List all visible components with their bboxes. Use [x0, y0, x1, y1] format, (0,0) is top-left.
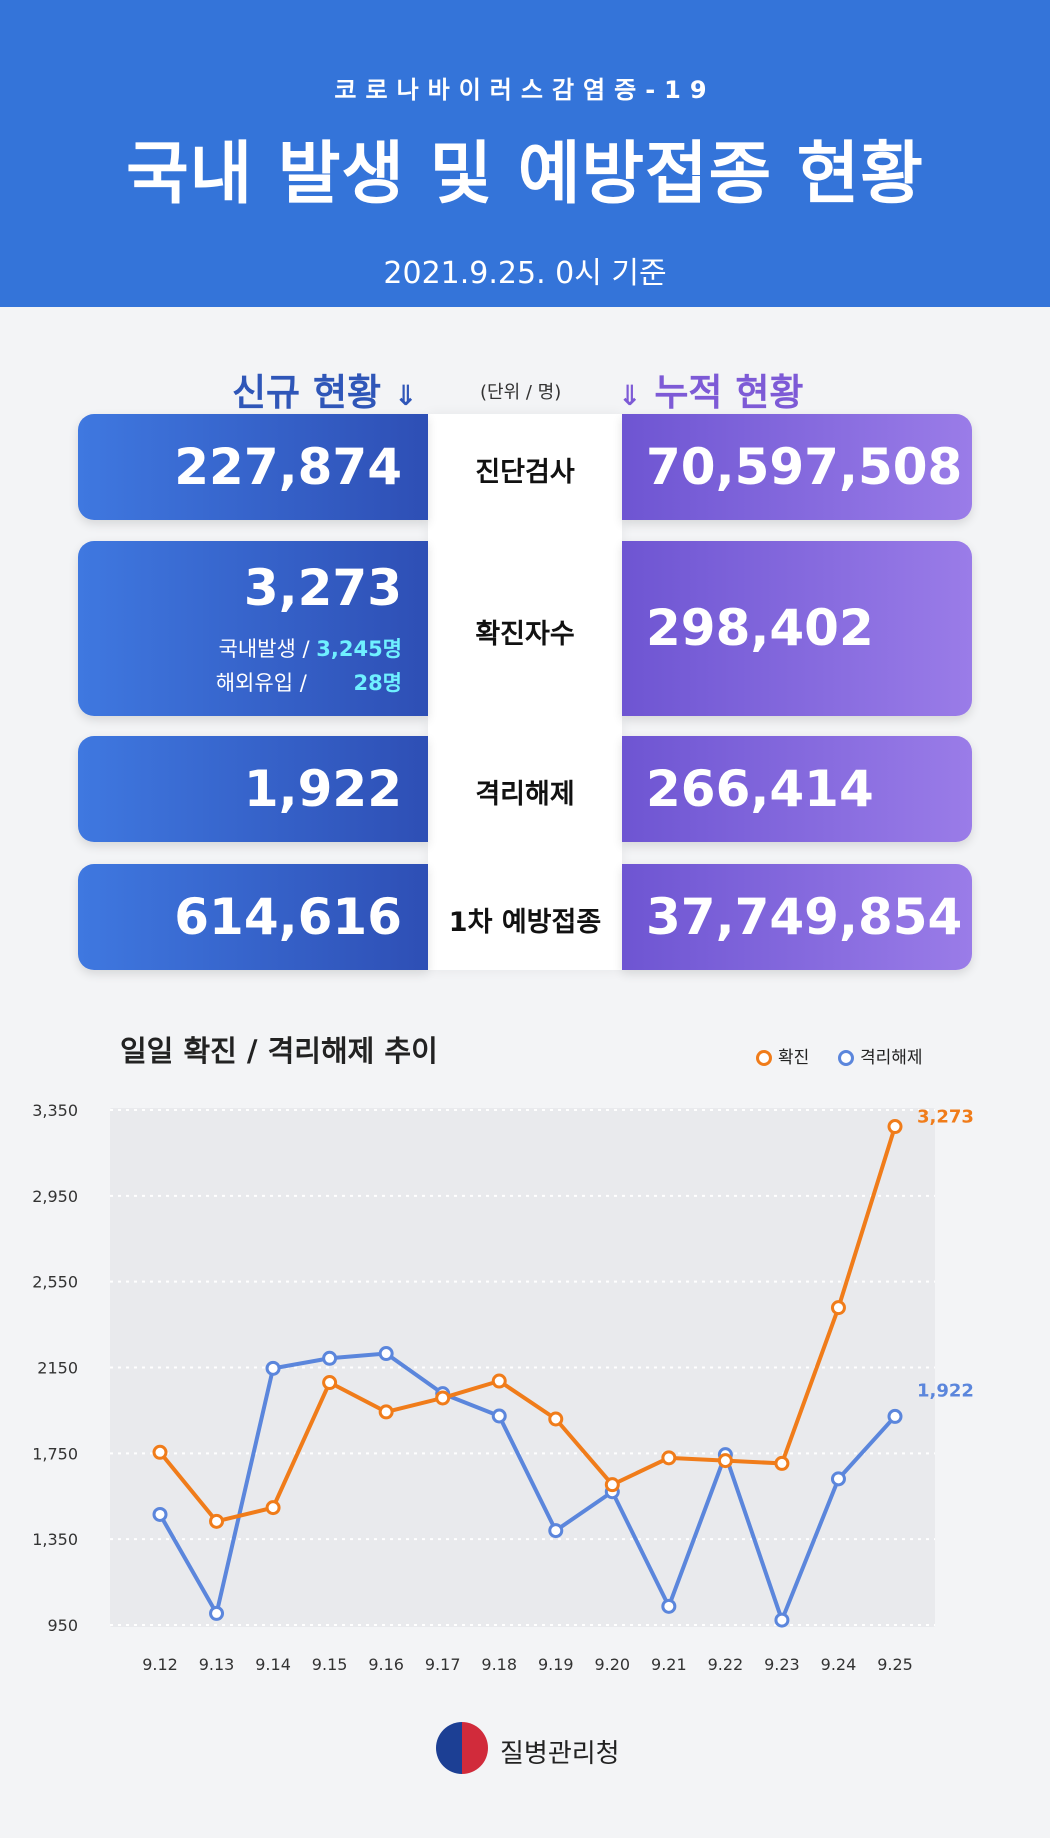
data-point-confirmed	[774, 1455, 790, 1471]
cumulative-vaccination-value: 37,749,854	[646, 888, 963, 946]
data-point-confirmed	[717, 1453, 733, 1469]
chevron-double-down-icon: ⇓	[618, 379, 642, 412]
new-tests-value: 227,874	[174, 438, 402, 496]
x-tick-label: 9.16	[368, 1655, 404, 1674]
cumulative-tests-value: 70,597,508	[646, 438, 963, 496]
legend-released: 격리해제	[838, 1043, 923, 1068]
tests-label: 진단검사	[475, 457, 575, 488]
vaccination-label: 1차 예방접종	[448, 907, 602, 938]
header-date: 2021.9.25. 0시 기준	[383, 256, 667, 291]
new-confirmed-value: 3,273	[243, 559, 402, 617]
legend-confirmed-marker	[756, 1050, 772, 1066]
data-point-released	[378, 1346, 394, 1362]
new-vaccination-card: 614,616	[78, 864, 428, 970]
new-section-label: 신규 현황 ⇓	[232, 362, 417, 416]
overseas-value: 28명	[353, 671, 402, 695]
data-point-released	[322, 1350, 338, 1366]
legend-released-marker	[838, 1050, 854, 1066]
new-vaccination-value: 614,616	[174, 888, 402, 946]
data-point-confirmed	[152, 1444, 168, 1460]
new-tests-card: 227,874	[78, 414, 428, 520]
x-tick-label: 9.13	[199, 1655, 235, 1674]
x-tick-label: 9.23	[764, 1655, 800, 1674]
taegeuk-logo-icon	[436, 1722, 488, 1774]
overseas-label: 해외유입 /	[215, 671, 307, 695]
header-subtitle: 코로나바이러스감염증-19	[334, 76, 716, 104]
x-tick-label: 9.15	[312, 1655, 348, 1674]
data-point-confirmed	[378, 1404, 394, 1420]
legend-confirmed: 확진	[756, 1043, 809, 1068]
unit-label: (단위 / 명)	[480, 382, 562, 403]
cumulative-vaccination-card: 37,749,854	[622, 864, 972, 970]
data-point-confirmed	[491, 1373, 507, 1389]
x-tick-label: 9.19	[538, 1655, 574, 1674]
cumulative-section-label: ⇓ 누적 현황	[618, 362, 803, 416]
chevron-double-down-icon: ⇓	[393, 379, 418, 412]
domestic-value: 3,245명	[316, 637, 402, 661]
data-point-confirmed	[209, 1513, 225, 1529]
x-tick-label: 9.17	[425, 1655, 461, 1674]
new-section-text: 신규 현황	[232, 371, 382, 414]
confirmed-label: 확진자수	[475, 619, 575, 650]
data-point-confirmed	[322, 1375, 338, 1391]
data-point-released	[774, 1612, 790, 1628]
x-tick-label: 9.21	[651, 1655, 687, 1674]
x-tick-label: 9.25	[877, 1655, 913, 1674]
cumulative-section-text: 누적 현황	[654, 371, 804, 414]
x-tick-label: 9.20	[594, 1655, 630, 1674]
footer-org: 질병관리청	[500, 1739, 620, 1769]
line-chart: 3,350 2,950 2,550 2150 1,750 1,350 950 9.12 9.13…	[32, 1101, 974, 1674]
new-released-card: 1,922	[78, 736, 428, 842]
cumulative-released-value: 266,414	[646, 760, 874, 818]
header-banner: 코로나바이러스감염증-19 국내 발생 및 예방접종 현황 2021.9.25.…	[0, 0, 1050, 307]
cumulative-confirmed-card: 298,402	[622, 541, 972, 716]
cumulative-released-card: 266,414	[622, 736, 972, 842]
data-point-released	[830, 1471, 846, 1487]
data-point-confirmed	[265, 1500, 281, 1516]
page-title: 국내 발생 및 예방접종 현황	[126, 135, 924, 214]
overseas-line: 해외유입 / 28명	[216, 667, 402, 697]
data-point-released	[265, 1360, 281, 1376]
series-line-confirmed	[158, 1125, 897, 1524]
data-point-released	[887, 1408, 903, 1424]
released-label: 격리해제	[475, 779, 575, 810]
data-point-released	[548, 1523, 564, 1539]
y-tick-label: 2150	[37, 1359, 78, 1378]
x-tick-label: 9.12	[142, 1655, 178, 1674]
x-tick-label: 9.14	[255, 1655, 291, 1674]
new-confirmed-card: 3,273 국내발생 / 3,245명 해외유입 / 28명	[78, 541, 428, 716]
data-point-released	[209, 1605, 225, 1621]
domestic-line: 국내발생 / 3,245명	[219, 633, 402, 663]
data-point-released	[661, 1598, 677, 1614]
data-point-confirmed	[548, 1411, 564, 1427]
y-tick-label: 3,350	[32, 1101, 78, 1120]
data-point-confirmed	[661, 1450, 677, 1466]
data-point-confirmed	[830, 1300, 846, 1316]
chart-title: 일일 확진 / 격리해제 추이	[120, 1034, 438, 1068]
legend-confirmed-label: 확진	[778, 1048, 810, 1068]
plot-background	[110, 1108, 935, 1627]
cumulative-confirmed-value: 298,402	[646, 599, 874, 657]
data-point-confirmed	[435, 1390, 451, 1406]
data-point-confirmed	[887, 1119, 903, 1135]
new-released-value: 1,922	[243, 760, 402, 818]
x-tick-label: 9.24	[821, 1655, 857, 1674]
data-point-released	[152, 1506, 168, 1522]
y-tick-label: 1,750	[32, 1444, 78, 1463]
y-tick-label: 2,550	[32, 1273, 78, 1292]
cumulative-tests-card: 70,597,508	[622, 414, 972, 520]
x-tick-label: 9.18	[481, 1655, 517, 1674]
series-line-released	[158, 1351, 897, 1623]
y-tick-label: 2,950	[32, 1187, 78, 1206]
x-tick-label: 9.22	[708, 1655, 744, 1674]
data-point-released	[491, 1408, 507, 1424]
end-label-released: 1,922	[917, 1380, 974, 1401]
end-label-confirmed: 3,273	[917, 1107, 974, 1128]
domestic-label: 국내발생 /	[218, 637, 310, 661]
label-column	[428, 414, 622, 970]
data-point-confirmed	[604, 1477, 620, 1493]
y-tick-label: 1,350	[32, 1530, 78, 1549]
legend-released-label: 격리해제	[860, 1048, 923, 1068]
y-tick-label: 950	[47, 1616, 78, 1635]
